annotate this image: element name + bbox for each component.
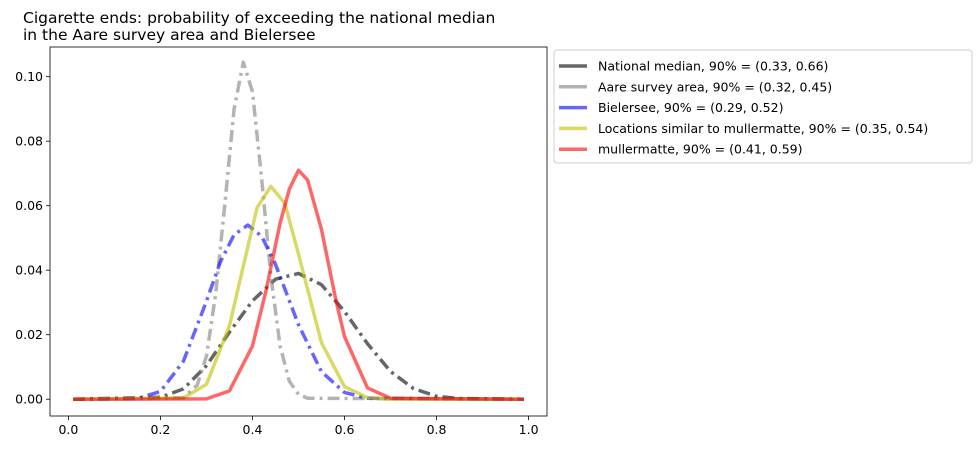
legend-label-1: Aare survey area, 90% = (0.32, 0.45)	[598, 79, 832, 94]
chart-title-line-2: in the Aare survey area and Bielersee	[23, 26, 316, 44]
y-tick-label: 0.10	[15, 69, 43, 84]
x-tick-label: 0.8	[427, 422, 447, 437]
x-tick-label: 0.6	[335, 422, 355, 437]
legend: National median, 90% = (0.33, 0.66) Aare …	[553, 49, 973, 164]
y-axis: 0.00 0.02 0.04 0.06 0.08 0.10	[15, 69, 50, 407]
legend-label-0: National median, 90% = (0.33, 0.66)	[598, 59, 828, 74]
x-axis: 0.0 0.2 0.4 0.6 0.8 1.0	[58, 416, 539, 437]
series-line-4	[73, 168, 525, 401]
x-tick-label: 0.4	[243, 422, 263, 437]
plot-frame	[49, 46, 548, 417]
legend-label-3: Locations similar to mullermatte, 90% = …	[598, 121, 928, 136]
y-tick-label: 0.02	[15, 327, 43, 342]
x-tick-label: 0.2	[150, 422, 170, 437]
y-tick-label: 0.00	[15, 392, 43, 407]
legend-label-2: Bielersee, 90% = (0.29, 0.52)	[598, 100, 783, 115]
y-tick-label: 0.08	[15, 134, 43, 149]
legend-label-4: mullermatte, 90% = (0.41, 0.59)	[598, 142, 803, 157]
plot-area	[72, 60, 525, 401]
x-tick-label: 1.0	[519, 422, 539, 437]
y-tick-label: 0.06	[15, 198, 43, 213]
series-line-0	[72, 271, 525, 401]
series-line-2	[72, 223, 525, 401]
legend-box	[553, 49, 973, 164]
series-line-3	[72, 184, 524, 401]
x-tick-label: 0.0	[58, 422, 78, 437]
series-line-1	[72, 60, 524, 401]
y-tick-label: 0.04	[15, 263, 43, 278]
chart-title-line-1: Cigarette ends: probability of exceeding…	[23, 9, 495, 27]
